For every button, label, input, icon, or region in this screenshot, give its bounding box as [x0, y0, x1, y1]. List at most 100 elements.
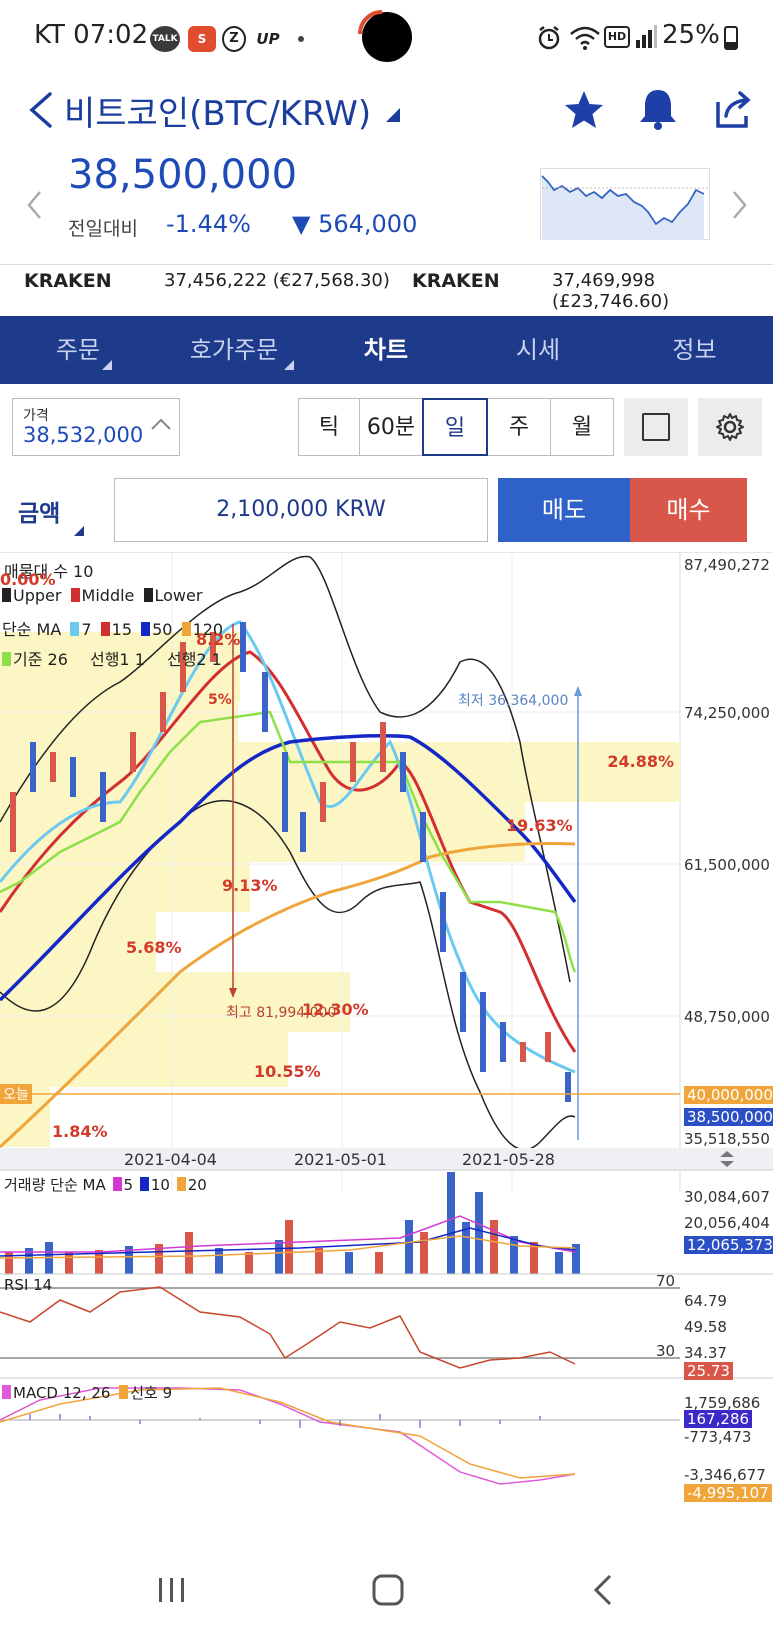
system-nav-bar	[0, 1552, 773, 1632]
volume-y-2: 20,056,404	[684, 1214, 770, 1232]
battery-icon	[724, 26, 738, 50]
talk-icon: TALK	[150, 26, 180, 52]
coin-title[interactable]: 비트코인(BTC/KRW)	[64, 94, 372, 134]
y-label-1: 87,490,272	[684, 556, 770, 574]
back-arrow-icon[interactable]	[22, 88, 62, 132]
buy-button[interactable]: 매수	[630, 478, 747, 542]
chart-canvas	[0, 552, 773, 1552]
macd-current-tag: 167,286	[684, 1410, 753, 1428]
amount-type-label[interactable]: 금액	[18, 501, 61, 527]
prev-coin-icon[interactable]	[24, 188, 46, 222]
period-week[interactable]: 주	[487, 398, 551, 456]
current-price-tag: 38,500,000	[684, 1108, 773, 1126]
macd-y-2: -773,473	[684, 1428, 752, 1446]
wifi-icon	[570, 26, 600, 50]
home-icon[interactable]	[370, 1572, 406, 1608]
period-60min[interactable]: 60분	[359, 398, 423, 456]
rsi-y-2: 49.58	[684, 1318, 727, 1336]
bollinger-legend[interactable]: Upper Middle Lower	[2, 586, 202, 605]
volume-bars	[5, 1172, 580, 1274]
volume-legend[interactable]: 거래량 단순 MA 5 10 20	[4, 1176, 207, 1194]
chart-title: 매물대 수 10	[4, 562, 94, 581]
min-note: 최저 36,364,000	[458, 693, 569, 709]
notification-dot-icon	[298, 36, 304, 42]
candles	[10, 622, 571, 1102]
share-icon[interactable]	[712, 88, 756, 132]
gear-icon	[716, 413, 744, 441]
back-nav-icon[interactable]	[590, 1572, 618, 1608]
ichimoku-legend[interactable]: 기준 26 선행1 1 선행2 1	[2, 646, 222, 670]
macd-signal-tag: -4,995,107	[684, 1484, 772, 1502]
next-coin-icon[interactable]	[728, 188, 750, 222]
recent-apps-icon[interactable]	[156, 1574, 188, 1606]
settings-button[interactable]	[698, 398, 762, 456]
volume-y-1: 30,084,607	[684, 1188, 770, 1206]
price-box-value: 38,532,000	[23, 423, 144, 447]
period-tick[interactable]: 틱	[298, 398, 360, 456]
price-chart[interactable]: 매물대 수 10 0.00% Upper Middle Lower 단순 MA …	[0, 552, 773, 1552]
rsi-current-tag: 25.73	[684, 1362, 733, 1380]
rsi-y-3: 34.37	[684, 1344, 727, 1362]
today-price-tag: 40,000,000	[684, 1086, 773, 1104]
alarm-bell-icon[interactable]	[636, 86, 680, 132]
main-tabs: 주문 호가주문 차트 시세 정보	[0, 316, 773, 384]
change-label: 전일대비	[68, 218, 138, 240]
exchange-price-2: 37,469,998 (£23,746.60)	[552, 270, 670, 312]
ma-legend[interactable]: 단순 MA 7 15 50 120	[2, 620, 224, 639]
favorite-star-icon[interactable]	[562, 88, 606, 132]
profile-pct-6: 10.55%	[254, 1062, 321, 1081]
s-app-icon: S	[188, 26, 216, 52]
exchange-price-1: 37,456,222 (€27,568.30)	[164, 270, 390, 291]
y-label-4: 48,750,000	[684, 1008, 770, 1026]
tab-market[interactable]: 시세	[515, 336, 561, 364]
profile-pct-2: 19.63%	[506, 816, 573, 835]
profile-pct-4: 5.68%	[126, 938, 182, 957]
sell-button[interactable]: 매도	[498, 478, 630, 542]
profile-pct-8: 8.2%	[196, 630, 241, 649]
price-box[interactable]: 가격 38,532,000	[12, 398, 180, 456]
tab-info[interactable]: 정보	[672, 336, 717, 364]
recording-arc-icon	[358, 10, 383, 35]
period-day[interactable]: 일	[422, 398, 488, 456]
profile-pct-3: 9.13%	[222, 876, 278, 895]
battery-text: 25%	[662, 20, 720, 50]
tab-order[interactable]: 주문	[0, 316, 156, 384]
profile-zero-pct: 0.00%	[0, 570, 56, 589]
title-dropdown-icon[interactable]	[386, 108, 400, 122]
y-label-2: 74,250,000	[684, 704, 770, 722]
square-icon	[642, 413, 670, 441]
y-label-5: 35,518,550	[684, 1130, 770, 1148]
amount-dropdown-icon[interactable]	[74, 526, 84, 536]
z-icon: Z	[222, 26, 246, 52]
rsi-level-30: 30	[656, 1342, 676, 1360]
max-note: 최고 81,994,000	[226, 1005, 337, 1021]
period-month[interactable]: 월	[550, 398, 614, 456]
exchange-name-2: KRAKEN	[412, 270, 500, 292]
x-label-1: 2021-04-04	[124, 1150, 217, 1169]
today-label: 오늘	[0, 1084, 32, 1104]
alarm-icon	[538, 26, 560, 50]
price-box-label: 가격	[23, 408, 49, 424]
profile-pct-5: 12.30%	[302, 1000, 369, 1019]
macd-y-3: -3,346,677	[684, 1466, 766, 1484]
volume-current-tag: 12,065,373	[684, 1236, 773, 1254]
camera-cutout-icon	[362, 12, 412, 62]
change-amount: ▼ 564,000	[292, 210, 418, 238]
profile-pct-7: 1.84%	[52, 1122, 108, 1141]
status-bar: KT 07:02 TALK S Z UP HD 25%	[0, 0, 773, 80]
resize-handle-icon[interactable]	[716, 1148, 738, 1170]
rsi-label[interactable]: RSI 14	[4, 1276, 53, 1294]
x-label-2: 2021-05-01	[294, 1150, 387, 1169]
macd-legend[interactable]: MACD 12, 26 신호 9	[2, 1382, 172, 1403]
tab-quote-order[interactable]: 호가주문	[156, 316, 312, 384]
mini-sparkline[interactable]	[540, 168, 710, 240]
exchange-name-1: KRAKEN	[24, 270, 112, 292]
chevron-up-icon[interactable]	[149, 415, 173, 433]
profile-pct-9: 5%	[208, 692, 232, 708]
tab-chart[interactable]: 차트	[363, 336, 409, 364]
y-label-3: 61,500,000	[684, 856, 770, 874]
profile-pct-1: 24.88%	[607, 752, 674, 771]
amount-input[interactable]: 2,100,000 KRW	[114, 478, 488, 542]
clock: KT 07:02	[34, 20, 149, 50]
fullscreen-button[interactable]	[624, 398, 688, 456]
